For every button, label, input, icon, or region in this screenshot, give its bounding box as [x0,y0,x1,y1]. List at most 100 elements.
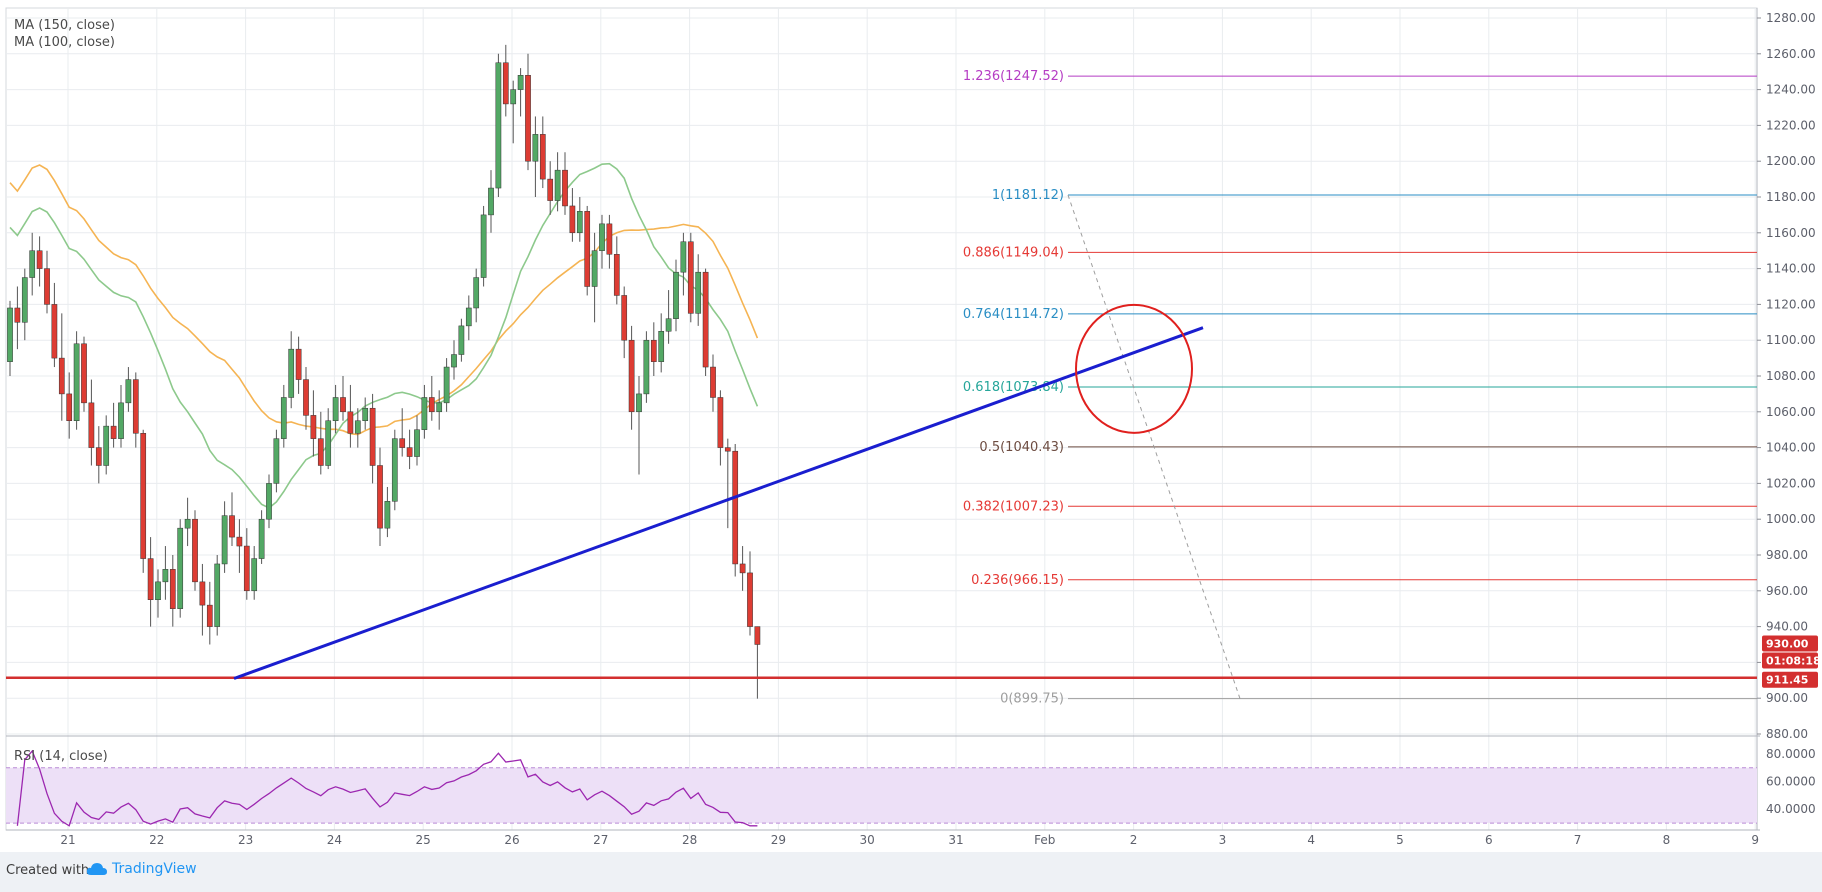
candle[interactable] [724,438,731,529]
candle[interactable] [243,528,250,600]
candle[interactable] [547,161,554,215]
candle[interactable] [599,214,605,269]
candle[interactable] [95,426,102,484]
candle[interactable] [613,236,620,305]
candle[interactable] [340,376,346,421]
candle[interactable] [414,415,420,466]
candle[interactable] [406,429,413,470]
candle[interactable] [310,390,317,457]
candle[interactable] [155,569,161,618]
candle[interactable] [539,116,546,189]
candle[interactable] [384,486,391,538]
ma100-line[interactable] [9,164,759,436]
candle[interactable] [554,152,561,212]
candle[interactable] [147,537,154,627]
ma150-line[interactable] [9,162,759,509]
candle[interactable] [73,331,80,430]
candle[interactable] [665,290,672,344]
candle[interactable] [532,116,539,197]
candle[interactable] [710,354,716,412]
candle[interactable] [266,474,272,529]
candle[interactable] [125,367,132,412]
candle[interactable] [7,300,13,376]
candle[interactable] [273,429,280,493]
candle[interactable] [658,313,665,373]
candle[interactable] [451,340,457,380]
candle[interactable] [458,318,465,362]
candle[interactable] [673,259,679,332]
candle[interactable] [717,390,724,466]
candle[interactable] [103,415,110,475]
candle[interactable] [325,408,332,470]
candle[interactable] [88,379,95,466]
candle[interactable] [465,295,472,341]
candle[interactable] [184,497,191,547]
candle[interactable] [576,197,583,242]
rsi-legend[interactable]: RSI (14, close) [14,749,108,764]
candle[interactable] [362,397,369,430]
candle[interactable] [21,268,28,341]
candle[interactable] [443,358,450,412]
candle[interactable] [525,53,531,171]
candle[interactable] [480,205,487,287]
candle[interactable] [14,286,21,350]
candle[interactable] [51,282,58,368]
candle[interactable] [510,80,517,144]
price-axis[interactable]: 1280.00 1260.00 1240.00 1220.00 1200.00 1180.… [1757,11,1816,741]
rsi-pane[interactable]: 80.0000 60.0000 40.0000 [6,747,1816,827]
candle[interactable] [332,384,339,434]
candle[interactable] [569,188,576,242]
candle[interactable] [221,501,228,573]
candle[interactable] [118,384,124,448]
candle[interactable] [280,384,287,448]
candle[interactable] [199,563,206,636]
candle[interactable] [628,325,635,430]
candle[interactable] [473,268,480,323]
candle[interactable] [36,236,43,287]
candle[interactable] [495,53,502,197]
candle[interactable] [428,376,435,421]
ma150-legend[interactable]: MA (150, close) [14,18,115,33]
candle[interactable] [591,232,598,323]
candle[interactable] [177,519,184,618]
candle[interactable] [754,626,761,699]
candle[interactable] [354,408,361,448]
candle[interactable] [421,384,428,439]
rsi-line[interactable] [16,749,758,827]
candle[interactable] [29,232,36,296]
candle[interactable] [303,367,309,430]
candle[interactable] [391,429,398,511]
candle[interactable] [214,555,221,636]
candle[interactable] [687,232,694,323]
candle[interactable] [643,331,650,403]
candle[interactable] [680,232,687,296]
candle[interactable] [251,546,258,600]
time-axis[interactable]: 21 22 23 24 25 26 27 28 29 30 31 Feb 2 3 4 5 6 7 8 9 [6,829,1760,847]
candle[interactable] [162,546,169,600]
candle[interactable] [317,411,324,475]
candle[interactable] [702,268,709,376]
candle[interactable] [140,429,147,573]
candle[interactable] [739,546,746,591]
candle[interactable] [747,551,753,636]
candle[interactable] [732,444,739,577]
ma100-legend[interactable]: MA (100, close) [14,35,115,50]
candle[interactable] [81,336,87,412]
candle[interactable] [236,519,243,573]
tradingview-link[interactable]: TradingView [86,861,197,877]
candle[interactable] [584,205,591,296]
candle[interactable] [636,376,642,475]
candlestick-series[interactable] [7,44,761,699]
candle[interactable] [110,402,117,448]
candle[interactable] [488,170,494,233]
candle[interactable] [288,331,295,409]
candle[interactable] [650,322,657,376]
candle[interactable] [295,336,302,394]
candle[interactable] [206,581,213,645]
candle[interactable] [369,393,376,484]
candle[interactable] [44,250,50,314]
candle[interactable] [517,68,524,117]
candle[interactable] [258,510,265,564]
candle[interactable] [436,390,443,430]
